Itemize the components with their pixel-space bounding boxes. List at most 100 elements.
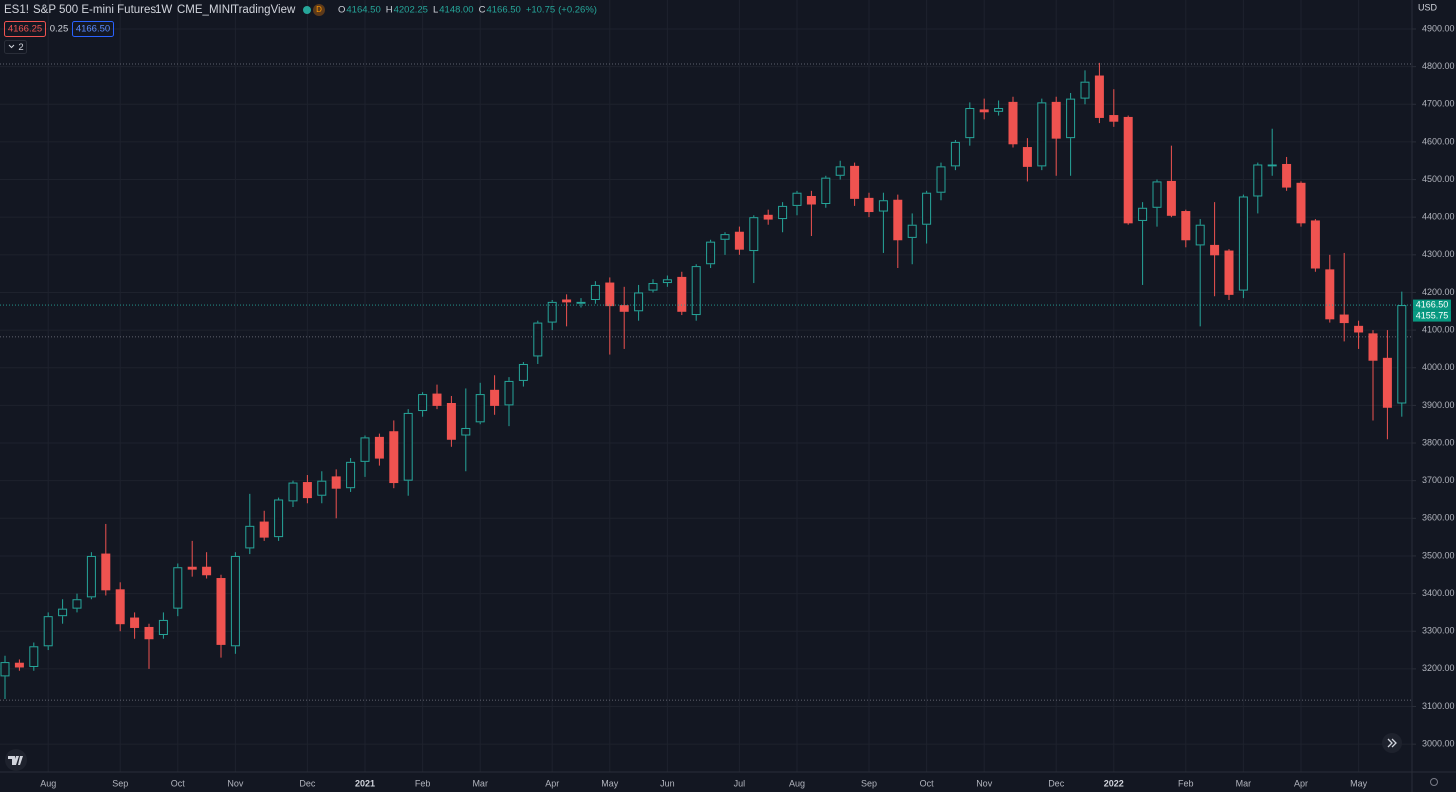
x-tick-label: 2022 <box>1104 778 1124 788</box>
candle-body <box>576 301 586 304</box>
candle-body <box>792 192 802 206</box>
price-tag <box>1413 310 1451 322</box>
y-tick-label: 3800.00 <box>1422 437 1455 447</box>
candle-body <box>101 553 111 591</box>
candle-body <box>734 231 744 250</box>
spread: 0.25 <box>50 24 69 35</box>
candle-body <box>1267 164 1277 167</box>
candle-body <box>288 482 298 502</box>
candle-body <box>1066 98 1076 139</box>
candle-body <box>720 234 730 240</box>
candle-body <box>259 521 269 538</box>
candle-body <box>130 617 140 628</box>
candle-body <box>374 436 384 459</box>
candle-body <box>893 199 903 241</box>
price-tag-label: 4166.50 <box>1416 299 1449 309</box>
candle-body <box>706 241 716 265</box>
price-axis: 3000.00 3100.00 3200.00 3300.00 3400.00 3500.… <box>1412 23 1455 749</box>
candle-body <box>806 195 816 205</box>
x-tick-label: Aug <box>40 778 56 788</box>
candle-body <box>403 412 413 481</box>
candle-body <box>504 380 514 406</box>
candle-body <box>965 108 975 139</box>
candle-body <box>1181 211 1191 241</box>
badge-label: D <box>316 5 322 14</box>
y-tick-label: 4800.00 <box>1422 61 1455 71</box>
candle-body <box>274 499 284 538</box>
y-tick-label: 4700.00 <box>1422 99 1455 109</box>
candle-body <box>1051 101 1061 139</box>
candle-body <box>950 141 960 167</box>
candle-body <box>14 662 24 668</box>
y-tick-label: 4300.00 <box>1422 249 1455 259</box>
candle-body <box>389 431 399 484</box>
x-tick-label: Sep <box>861 778 877 788</box>
y-tick-label: 4900.00 <box>1422 23 1455 33</box>
candle-body <box>173 567 183 609</box>
candle-body <box>216 578 226 645</box>
candle-body <box>1238 196 1248 291</box>
candle-body <box>662 279 672 284</box>
currency: USD <box>1418 2 1438 12</box>
settings[interactable] <box>1430 778 1438 786</box>
y-tick-label: 3900.00 <box>1422 400 1455 410</box>
price-tag-label: 4155.75 <box>1416 310 1449 320</box>
y-tick-label: 3500.00 <box>1422 550 1455 560</box>
candle-body <box>1109 115 1119 122</box>
candle-body <box>72 599 82 609</box>
x-tick-label: Aug <box>789 778 805 788</box>
candle-body <box>331 476 341 489</box>
candle-body <box>43 616 53 647</box>
candle-body <box>1368 333 1378 361</box>
x-tick-label: Dec <box>1048 778 1065 788</box>
ohlc-key: C <box>479 5 486 16</box>
candle-body <box>1080 81 1090 99</box>
candle-body <box>1008 101 1018 145</box>
candle-body <box>518 363 528 381</box>
candle-body <box>1210 244 1220 256</box>
candle-body <box>302 482 312 499</box>
x-tick-label: Apr <box>1294 778 1308 788</box>
ohlc-value: 4166.50 <box>486 5 520 16</box>
x-tick-label: Oct <box>171 778 186 788</box>
y-tick-label: 3100.00 <box>1422 701 1455 711</box>
symbol[interactable]: ES1! <box>4 4 29 16</box>
candle-body <box>835 166 845 176</box>
y-tick-label: 3700.00 <box>1422 475 1455 485</box>
scroll-to-end[interactable] <box>1382 733 1402 753</box>
interval[interactable]: 1W <box>155 4 172 16</box>
candle-body <box>1296 182 1306 224</box>
candle-body <box>115 589 125 625</box>
ohlc: O 4164.50 H 4202.25 L 4148.00 C 4166.50 +10.75 (+… <box>338 5 597 16</box>
ohlc-key: O <box>338 5 345 16</box>
x-tick-label: Feb <box>1178 778 1194 788</box>
sell-button[interactable] <box>4 21 46 37</box>
candle-body <box>634 292 644 312</box>
candle-body <box>432 393 442 406</box>
chevron <box>8 44 15 49</box>
indicators-toggle[interactable] <box>4 40 27 54</box>
buy-button[interactable] <box>72 21 114 37</box>
symbol-name: S&P 500 E-mini Futures <box>33 4 156 16</box>
candle-body <box>0 662 10 677</box>
change: +10.75 <box>526 5 555 16</box>
candle-body <box>158 619 168 635</box>
candle-body <box>245 525 255 549</box>
candle-body <box>677 276 687 312</box>
y-tick-label: 4100.00 <box>1422 324 1455 334</box>
x-tick-label: May <box>1350 778 1368 788</box>
x-tick-label: Nov <box>227 778 244 788</box>
x-tick-label: Oct <box>920 778 935 788</box>
candle-body <box>691 266 701 316</box>
candle-body <box>850 165 860 199</box>
candle-body <box>1339 314 1349 324</box>
sell-price: 4166.25 <box>8 24 42 35</box>
tv-logo[interactable] <box>5 749 27 771</box>
candle-body <box>58 608 68 617</box>
candle-body <box>1325 269 1335 320</box>
candle-body <box>1123 116 1133 224</box>
candle-body <box>187 566 197 570</box>
x-tick-label: Jul <box>734 778 746 788</box>
source: TradingView <box>232 4 296 16</box>
